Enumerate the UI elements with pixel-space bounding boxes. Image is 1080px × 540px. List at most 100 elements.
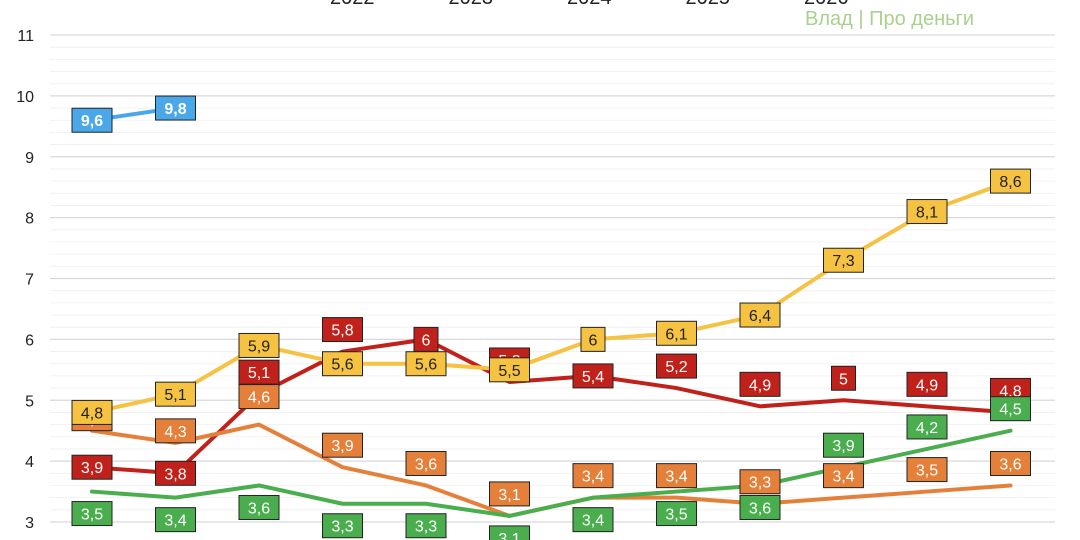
legend: 2022 2023 2024 2025 2026 <box>290 0 849 10</box>
data-label-box-2023 <box>906 457 948 483</box>
legend-label-2023: 2023 <box>449 0 494 10</box>
data-label-2025: 5,6 <box>415 357 437 374</box>
data-label-box-2026 <box>71 107 113 133</box>
data-label-box-2022 <box>71 454 113 480</box>
data-label-2024: 3,4 <box>582 513 604 530</box>
data-label-2025: 5,5 <box>498 363 520 380</box>
data-label-2022: 4,9 <box>749 377 771 394</box>
legend-item-2023: 2023 <box>409 0 494 10</box>
legend-label-2025: 2025 <box>686 0 731 10</box>
data-label-2022: 6 <box>422 332 431 349</box>
data-label-2025: 5,1 <box>164 387 186 404</box>
data-label-2023: 3,5 <box>916 463 938 480</box>
data-label-box-2024 <box>906 414 948 440</box>
data-label-2025: 4,8 <box>81 405 103 422</box>
legend-item-2022: 2022 <box>290 0 375 10</box>
data-label-2022: 4,9 <box>916 377 938 394</box>
data-label-box-2025 <box>656 320 697 346</box>
data-label-box-2025 <box>990 168 1031 194</box>
data-label-2025: 6 <box>589 332 598 349</box>
data-label-box-2024 <box>405 513 447 539</box>
data-label-2024: 3,1 <box>498 531 520 540</box>
series-line-2022 <box>90 337 1013 476</box>
data-label-box-2024 <box>71 501 113 527</box>
data-label-box-2025 <box>823 247 864 273</box>
data-label-2023: 3,3 <box>749 475 771 492</box>
y-tick-label: 10 <box>16 89 34 106</box>
data-label-box-2023 <box>405 450 447 476</box>
data-label-2022: 5 <box>839 371 848 388</box>
data-label-box-2023 <box>823 463 864 489</box>
data-label-box-2024 <box>739 494 781 520</box>
legend-item-2026: 2026 <box>764 0 849 9</box>
data-label-2022: 4,8 <box>999 383 1021 400</box>
data-label-2026: 9,8 <box>164 101 186 118</box>
data-label-2025: 6,4 <box>749 308 771 325</box>
data-label-box-2022 <box>656 353 697 379</box>
data-label-box-2023 <box>155 418 196 444</box>
data-label-box-2025 <box>580 326 606 352</box>
y-tick-label: 5 <box>25 393 34 410</box>
data-label-box-2023 <box>322 432 363 458</box>
data-label-box-2025 <box>405 351 447 377</box>
data-label-2024: 3,5 <box>81 507 103 524</box>
data-label-box-2022 <box>238 359 280 385</box>
legend-label-2022: 2022 <box>330 0 375 10</box>
legend-label-2024: 2024 <box>567 0 612 10</box>
data-label-box-2023 <box>572 463 614 489</box>
data-label-2025: 5,6 <box>331 357 353 374</box>
data-label-2022: 5,1 <box>248 365 270 382</box>
data-label-2024: 3,5 <box>665 507 687 524</box>
data-label-box-2023 <box>238 384 280 410</box>
data-label-2025: 8,6 <box>999 174 1021 191</box>
data-label-2025: 6,1 <box>665 326 687 343</box>
data-label-box-2025 <box>155 381 196 407</box>
data-label-box-2025 <box>322 351 363 377</box>
data-label-2023: 3,4 <box>665 469 687 486</box>
data-label-2023: 3,9 <box>331 438 353 455</box>
data-label-box-2023 <box>739 469 781 495</box>
data-label-box-2023 <box>990 450 1031 476</box>
data-label-box-2024 <box>489 525 530 540</box>
data-label-2024: 3,3 <box>331 519 353 536</box>
data-label-box-2025 <box>739 302 781 328</box>
legend-item-2025: 2025 <box>646 0 731 10</box>
data-label-2024: 3,4 <box>164 513 186 530</box>
y-axis: 3 4 5 6 7 8 9 10 11 <box>16 28 34 532</box>
data-label-2023: 3,1 <box>498 487 520 504</box>
gridlines <box>50 34 1055 523</box>
data-label-box-2024 <box>238 494 280 520</box>
y-tick-label: 6 <box>25 332 34 349</box>
data-label-2022: 5,4 <box>582 369 604 386</box>
legend-item-2024: 2024 <box>527 0 612 10</box>
y-tick-label: 7 <box>25 272 34 289</box>
data-label-box-2025 <box>71 399 113 425</box>
data-label-box-2023 <box>489 481 530 507</box>
data-label-2025: 7,3 <box>832 253 854 270</box>
data-label-box-2022 <box>572 363 614 389</box>
data-label-2025: 8,1 <box>916 205 938 222</box>
data-label-2023: 4,3 <box>164 424 186 441</box>
data-label-box-2022 <box>739 371 781 397</box>
y-tick-label: 4 <box>25 454 34 471</box>
series-line-2023 <box>90 422 1013 518</box>
data-label-box-2024 <box>322 513 363 539</box>
data-label-2025: 5,9 <box>248 338 270 355</box>
y-tick-label: 9 <box>25 150 34 167</box>
data-label-2024: 3,9 <box>832 438 854 455</box>
data-labels: 3,93,85,15,865,35,45,24,954,94,84,54,34,… <box>71 95 1031 540</box>
data-label-box-2022 <box>155 460 196 486</box>
data-label-box-2024 <box>656 501 697 527</box>
data-label-box-2022 <box>413 326 439 352</box>
data-label-2022: 5,2 <box>665 359 687 376</box>
data-label-box-2026 <box>155 95 196 121</box>
data-label-box-2022 <box>831 365 856 391</box>
y-tick-label: 11 <box>17 28 34 45</box>
data-label-2022: 5,8 <box>331 323 353 340</box>
data-label-box-2024 <box>990 396 1031 422</box>
data-label-2024: 4,2 <box>916 420 938 437</box>
data-label-2024: 3,3 <box>415 519 437 536</box>
data-label-2024: 3,6 <box>749 500 771 517</box>
data-label-box-2024 <box>823 432 864 458</box>
data-label-box-2025 <box>489 357 530 383</box>
